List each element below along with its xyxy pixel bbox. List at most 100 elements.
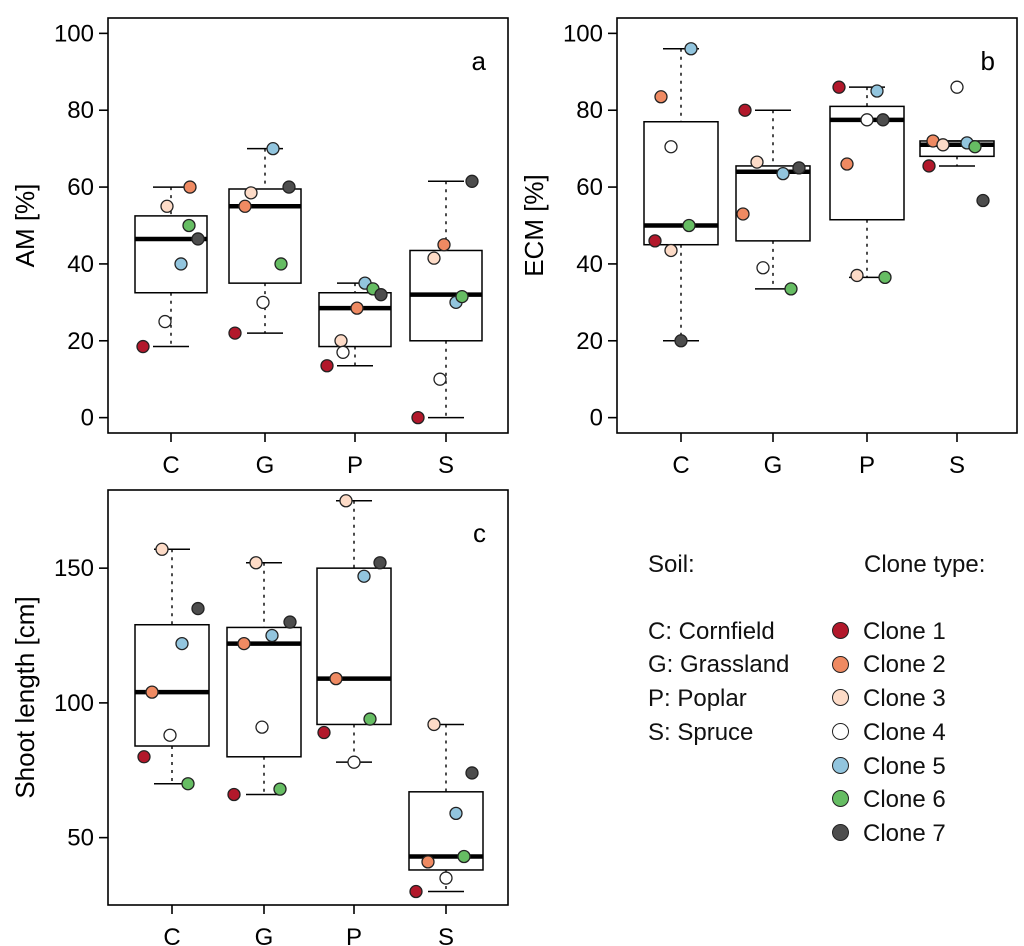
clone-5-marker — [832, 756, 849, 774]
data-point — [736, 207, 750, 221]
data-point — [449, 806, 463, 821]
y-tick-label: 40 — [67, 251, 94, 278]
data-point — [738, 103, 752, 117]
data-point — [145, 685, 159, 699]
data-point — [244, 186, 258, 200]
data-point — [457, 849, 471, 864]
data-point — [427, 251, 441, 265]
data-point — [334, 334, 348, 348]
x-tick-label: C — [163, 924, 180, 946]
soil-legend: Soil: C: Cornfield G: Grassland P: Popla… — [648, 548, 789, 750]
data-point — [160, 199, 174, 213]
data-point — [256, 295, 270, 310]
data-point — [756, 261, 770, 275]
plot-frame — [616, 17, 1018, 434]
x-tick-label: S — [438, 924, 454, 946]
y-tick-label: 60 — [67, 174, 94, 201]
data-point — [347, 755, 361, 769]
data-point — [976, 193, 990, 208]
data-point — [320, 359, 334, 373]
y-tick-label: 100 — [54, 690, 94, 717]
soil-legend-item: P: Poplar — [648, 685, 747, 713]
data-point — [191, 232, 205, 246]
data-point — [274, 257, 288, 271]
x-tick-label: C — [162, 452, 179, 479]
box — [226, 626, 302, 758]
data-point — [228, 326, 242, 340]
clone-legend-item: Clone 6 — [832, 783, 985, 817]
data-point — [682, 218, 696, 233]
y-axis-label: ECM [%] — [519, 174, 549, 277]
data-point — [750, 155, 764, 169]
data-point — [427, 717, 441, 732]
clone-legend-item: Clone 4 — [832, 716, 985, 750]
data-point — [283, 615, 297, 629]
data-point — [409, 884, 423, 899]
box — [408, 791, 484, 871]
clone-6-marker — [832, 790, 849, 808]
data-point — [363, 712, 377, 726]
soil-legend-item: S: Spruce — [648, 718, 754, 746]
panel-c-chart: 50 100 150 C G P S Shoot length [cm] c — [10, 489, 509, 946]
data-point — [664, 140, 678, 154]
clone-legend-label: Clone 6 — [863, 786, 946, 814]
clone-legend-label: Clone 3 — [863, 685, 946, 713]
clone-legend-item: Clone 2 — [832, 648, 985, 682]
clone-7-marker — [832, 824, 849, 842]
panel-b-chart: 0 20 40 60 80 100 C G P S ECM [%] b — [519, 17, 1018, 479]
clone-legend: Clone type: Clone 1 Clone 2 Clone 3 Clon… — [832, 548, 985, 851]
data-point — [282, 180, 296, 194]
clone-legend-label: Clone 2 — [863, 651, 946, 679]
y-tick-label: 60 — [576, 174, 603, 201]
data-point — [155, 542, 169, 556]
box — [228, 188, 302, 284]
data-point — [832, 80, 846, 94]
clone-2-marker — [832, 655, 849, 673]
x-tick-label: S — [949, 452, 965, 479]
data-point — [374, 288, 388, 302]
box — [316, 567, 392, 726]
panel-label: c — [473, 518, 486, 548]
data-point — [664, 243, 678, 258]
panel-label: b — [981, 46, 995, 76]
data-point — [850, 268, 864, 283]
data-point — [860, 113, 874, 127]
clone-legend-label: Clone 1 — [863, 617, 946, 645]
data-point — [336, 345, 350, 359]
data-point — [950, 80, 964, 94]
data-point — [922, 159, 936, 173]
data-point — [329, 671, 343, 686]
data-point — [876, 113, 890, 127]
clone-4-marker — [832, 722, 849, 740]
x-tick-label: C — [672, 452, 689, 479]
y-axis-label: AM [%] — [10, 184, 40, 268]
data-point — [465, 174, 479, 188]
y-tick-label: 100 — [563, 20, 603, 47]
data-point — [421, 855, 435, 869]
data-point — [237, 636, 251, 651]
clone-legend-label: Clone 4 — [863, 718, 946, 746]
data-point — [840, 157, 854, 171]
data-point — [182, 218, 196, 233]
x-tick-label: P — [859, 452, 875, 479]
data-point — [317, 725, 331, 740]
x-tick-label: S — [438, 452, 454, 479]
box — [134, 215, 208, 294]
data-point — [411, 410, 425, 425]
data-point — [175, 636, 189, 651]
plot-frame — [107, 17, 509, 434]
data-point — [158, 314, 172, 329]
soil-legend-item: G: Grassland — [648, 651, 790, 679]
clone-1-marker — [832, 621, 849, 639]
data-point — [373, 556, 387, 570]
clone-legend-item: Clone 3 — [832, 682, 985, 716]
clone-legend-label: Clone 7 — [863, 819, 946, 847]
data-point — [136, 339, 150, 354]
data-point — [227, 787, 241, 802]
data-point — [776, 166, 790, 181]
data-point — [265, 628, 279, 643]
data-point — [437, 238, 451, 252]
box — [919, 140, 995, 158]
soil-legend-title: Soil: — [648, 551, 695, 578]
